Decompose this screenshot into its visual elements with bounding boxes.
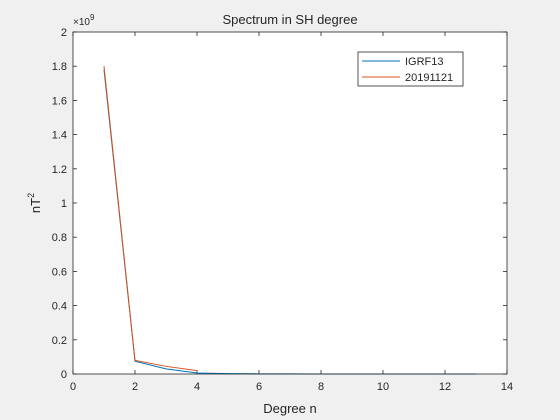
axes-box [72,31,508,375]
x-tick-label: 8 [318,381,324,393]
y-tick-label: 0 [61,369,67,381]
y-tick-label: 0.8 [52,232,67,244]
y-exponent-label: ×109 [73,13,95,28]
y-axis-label-base: nT [28,198,43,213]
x-tick-label: 2 [132,381,138,393]
x-tick-label: 10 [377,381,389,393]
legend-label-igrf13: IGRF13 [405,56,444,68]
x-tick-label: 14 [501,381,513,393]
legend-box [357,51,464,87]
y-tick-label: 1 [61,198,67,210]
y-axis-label-superscript: 2 [26,193,36,198]
chart-title: Spectrum in SH degree [222,12,357,27]
y-tick-label: 2 [61,27,67,39]
x-tick-label: 6 [256,381,262,393]
legend-label-20191121: 20191121 [405,72,453,84]
y-tick-label: 0.2 [52,335,67,347]
legend: IGRF13 20191121 [357,51,464,87]
y-axis-label: nT2 [26,193,43,213]
y-tick-label: 0.4 [52,301,67,313]
x-tick-label: 0 [70,381,76,393]
y-tick-label: 1.6 [52,95,67,107]
y-tick-label: 1.2 [52,164,67,176]
y-tick-label: 1.4 [52,130,67,142]
x-tick-label: 4 [194,381,200,393]
x-axis-label: Degree n [263,401,316,416]
axes-background [73,32,507,374]
y-exponent-power: 9 [90,13,95,22]
y-tick-label: 0.6 [52,266,67,278]
series-line-20191121 [103,66,198,372]
y-tick-label: 1.8 [52,61,67,73]
y-ticks: 0 0.2 0.4 0.6 0.8 1 1.2 1.4 1.6 1.8 2 [52,27,507,381]
x-tick-label: 12 [439,381,451,393]
y-exponent-prefix: ×10 [73,17,90,28]
